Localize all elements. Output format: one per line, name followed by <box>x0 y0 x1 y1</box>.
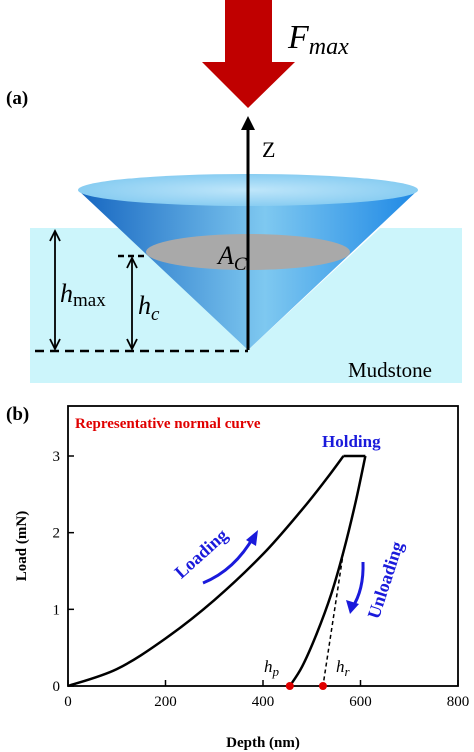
hmax-label: hmax <box>60 279 106 311</box>
panel-b-label: (b) <box>6 404 29 425</box>
y-axis-ticks: 0 1 2 3 <box>53 449 74 695</box>
point-h-p <box>285 682 294 690</box>
contact-area-label: AC <box>216 241 247 275</box>
hmax-dimension-arrow <box>49 228 61 352</box>
series-loading <box>67 455 345 688</box>
x-tick-label-2: 400 <box>252 694 275 710</box>
loading-arrowhead <box>246 530 258 546</box>
points-layer <box>285 682 327 690</box>
mudstone-sample <box>30 228 462 383</box>
x-axis-ticks: 0 200 400 600 800 <box>64 680 469 710</box>
series-tangent <box>322 551 345 687</box>
x-tick-label-1: 200 <box>154 694 177 710</box>
y-tick-label-0: 0 <box>53 679 61 695</box>
panel-a-label: (a) <box>6 88 28 109</box>
force-arrow <box>202 0 295 108</box>
material-label: Mudstone <box>348 358 432 382</box>
z-axis-arrowhead <box>241 116 255 130</box>
y-tick-label-1: 1 <box>53 602 61 618</box>
unloading-direction-arrow <box>350 561 365 609</box>
hr-label: hr <box>336 657 351 679</box>
panel-a: Fmax (a) AC Z hmax <box>6 0 462 383</box>
x-tick-label-0: 0 <box>64 694 72 710</box>
x-tick-label-3: 600 <box>349 694 372 710</box>
unloading-arrowhead <box>346 600 359 614</box>
x-tick-label-4: 800 <box>447 694 470 710</box>
y-tick-label-2: 2 <box>53 526 61 542</box>
series-unloading <box>288 455 367 687</box>
curve-title: Representative normal curve <box>75 416 261 432</box>
hc-dimension-arrow <box>126 255 138 352</box>
force-label: Fmax <box>287 19 349 60</box>
panel-b: (b) Depth (nm) Load (mN) 0 200 400 600 800 0… <box>6 404 469 751</box>
z-axis-label: Z <box>262 137 275 162</box>
y-tick-label-3: 3 <box>53 449 61 465</box>
x-axis-title: Depth (nm) <box>226 735 300 751</box>
series-layer <box>67 454 367 688</box>
point-h-r <box>318 682 327 690</box>
unloading-label: Unloading <box>363 539 407 621</box>
hc-label: hc <box>138 291 160 325</box>
hp-label: hp <box>264 657 280 679</box>
holding-label: Holding <box>322 432 381 451</box>
y-axis-title: Load (mN) <box>14 511 30 581</box>
